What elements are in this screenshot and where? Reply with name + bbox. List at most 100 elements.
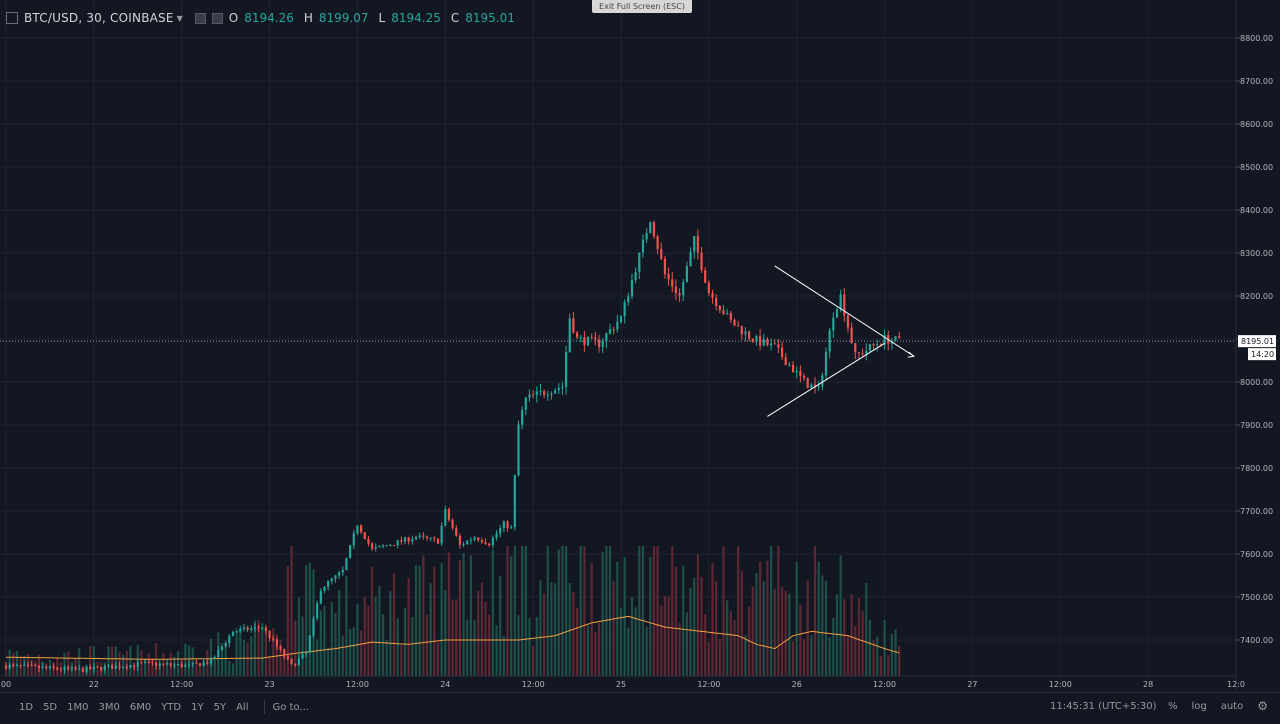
volume-bar — [381, 614, 385, 676]
candle — [279, 645, 282, 653]
candle-body — [557, 388, 560, 391]
candle-body — [601, 341, 604, 347]
candle — [572, 312, 575, 334]
candle — [15, 663, 19, 667]
range-button-5d[interactable]: 5D — [43, 701, 58, 713]
candle-body — [480, 540, 483, 543]
candle — [129, 664, 132, 669]
volume-bar — [777, 546, 780, 676]
candle-body — [275, 639, 278, 647]
chart-type-icon[interactable] — [6, 12, 18, 24]
volume-bar — [726, 600, 729, 676]
candle-body — [176, 663, 180, 665]
range-button-ytd[interactable]: YTD — [161, 701, 182, 713]
candle — [264, 624, 268, 635]
candle-body — [220, 646, 224, 650]
volume-bar — [550, 582, 553, 676]
volume-bar — [301, 616, 304, 676]
candle — [876, 339, 879, 352]
candle — [305, 652, 308, 658]
y-tick-label: 8400.00 — [1240, 206, 1273, 215]
volume-bar — [151, 657, 154, 676]
volume-bar — [414, 565, 418, 676]
x-tick-label: 27 — [967, 680, 977, 689]
volume-bar — [407, 578, 410, 676]
low-label: L — [378, 11, 386, 25]
clock[interactable]: 11:45:31 (UTC+5:30) — [1050, 701, 1157, 712]
candle-body — [356, 525, 359, 534]
candle — [425, 535, 429, 541]
candle — [78, 664, 81, 670]
chevron-down-icon[interactable]: ▼ — [176, 13, 183, 23]
volume-bar — [165, 662, 169, 676]
candle — [671, 272, 674, 293]
trendline-lower[interactable] — [767, 342, 885, 417]
candle-body — [81, 668, 84, 672]
log-toggle[interactable]: log — [1191, 700, 1207, 712]
range-button-6m0[interactable]: 6M0 — [129, 701, 152, 713]
candle-body — [521, 409, 524, 425]
candle — [411, 535, 414, 545]
candle-body — [151, 661, 154, 663]
hide-icon[interactable] — [211, 12, 223, 24]
candle — [619, 315, 623, 324]
candle-body — [389, 545, 392, 547]
range-button-3m0[interactable]: 3M0 — [98, 701, 120, 713]
candle-body — [34, 665, 37, 667]
range-button-5y[interactable]: 5Y — [213, 701, 227, 713]
candle — [696, 229, 699, 260]
candle-body — [597, 339, 601, 347]
drawing-layer[interactable] — [767, 265, 916, 417]
candle-body — [264, 627, 268, 631]
candle-body — [37, 665, 41, 669]
symbol-label[interactable]: BTC/USD, 30, COINBASE — [24, 11, 174, 25]
candle — [557, 383, 560, 394]
goto-button[interactable]: Go to... — [272, 701, 309, 713]
volume-bar — [791, 641, 795, 676]
volume-bar — [378, 585, 381, 676]
bottom-toolbar: 1D 5D 1M0 3M0 6M0 YTD 1Y 5Y All Go to... 11:45:3… — [0, 692, 1280, 721]
candle — [162, 663, 165, 666]
candle-body — [23, 664, 26, 666]
trendline-upper[interactable] — [774, 265, 915, 357]
volume-bar — [67, 651, 70, 676]
candle-body — [660, 248, 663, 259]
auto-toggle[interactable]: auto — [1220, 700, 1244, 712]
volume-bar — [722, 546, 725, 676]
percent-toggle[interactable]: % — [1167, 700, 1178, 712]
volume-bar — [744, 635, 747, 676]
range-button-all[interactable]: All — [236, 701, 249, 713]
candle-body — [352, 533, 355, 546]
candle-body — [63, 667, 66, 670]
volume-bar — [400, 645, 403, 676]
settings-icon[interactable] — [194, 12, 206, 24]
volume-bar — [469, 555, 473, 676]
gear-icon[interactable]: ⚙ — [1257, 699, 1268, 713]
volume-bar — [107, 646, 110, 676]
candle-body — [575, 332, 579, 338]
volume-bar — [334, 613, 337, 676]
candle — [52, 662, 55, 670]
candle-body — [414, 537, 418, 540]
range-button-1d[interactable]: 1D — [19, 701, 34, 713]
candle — [564, 345, 568, 395]
range-button-1m0[interactable]: 1M0 — [67, 701, 89, 713]
volume-bar — [466, 619, 469, 676]
candle-body — [799, 370, 802, 377]
candle — [107, 664, 110, 668]
candle — [799, 365, 802, 383]
volume-bar — [861, 610, 864, 676]
range-button-1y[interactable]: 1Y — [191, 701, 204, 713]
candle — [294, 663, 297, 667]
volume-bar — [689, 587, 692, 676]
candle — [359, 524, 363, 535]
exit-fullscreen-button[interactable]: Exit Full Screen (ESC) — [592, 0, 692, 13]
candle-body — [385, 545, 388, 547]
ma-layer — [5, 615, 900, 660]
candle — [217, 645, 220, 658]
candle-body — [103, 666, 106, 671]
candle — [286, 653, 289, 661]
volume-bar — [191, 647, 194, 676]
